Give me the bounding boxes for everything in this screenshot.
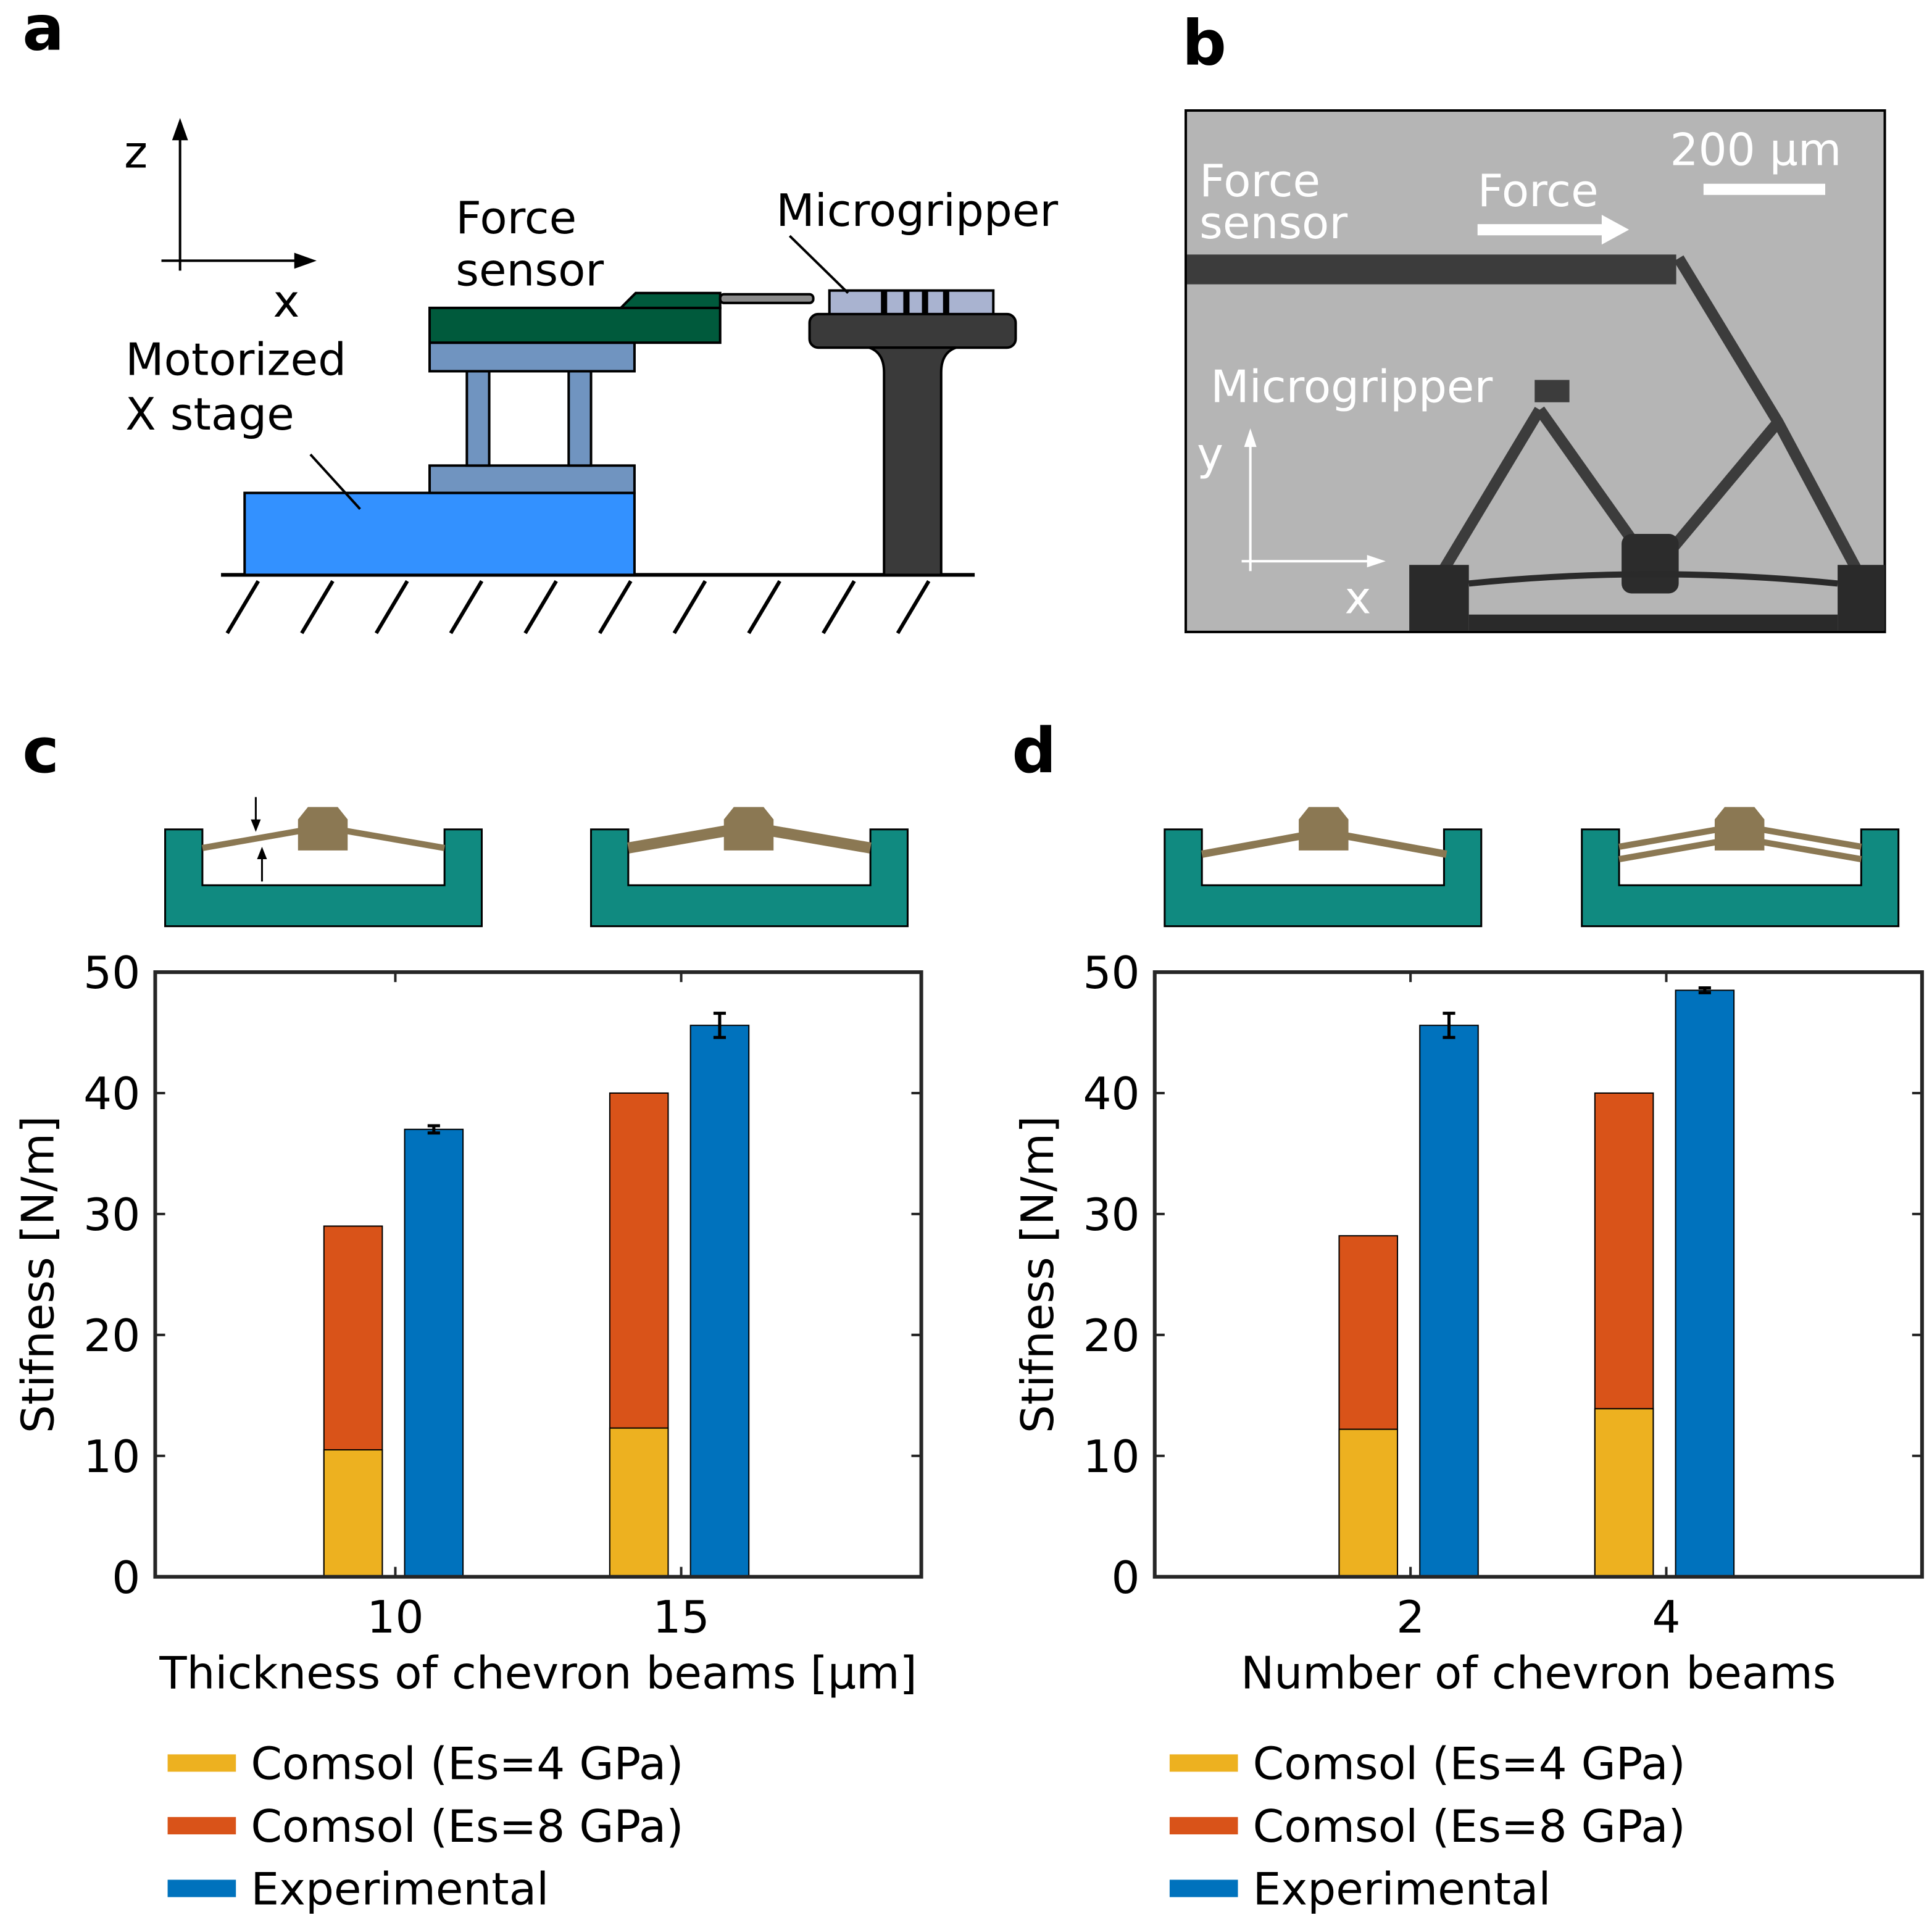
x-axis-label: Thickness of chevron beams [µm] — [159, 1648, 917, 1700]
legend-label: Comsol (Es=4 GPa) — [251, 1739, 683, 1791]
bar — [1419, 1025, 1479, 1578]
y-tick-label: 20 — [1083, 1310, 1139, 1362]
axis-label: z — [124, 127, 148, 179]
y-tick-label: 40 — [83, 1068, 140, 1120]
label: X stage — [125, 389, 294, 441]
panel-label: a — [22, 0, 64, 64]
micrograph — [1185, 109, 1886, 633]
setup-schematic — [161, 118, 1017, 635]
bar — [323, 1449, 383, 1578]
x-tick-label: 4 — [1652, 1592, 1680, 1644]
axis-label: x — [273, 276, 300, 328]
x-tick-label: 2 — [1396, 1592, 1425, 1644]
y-tick-label: 20 — [83, 1310, 140, 1362]
legend-label: Comsol (Es=8 GPa) — [1253, 1801, 1686, 1853]
label: Microgripper — [1210, 362, 1493, 414]
bar — [689, 1025, 750, 1578]
y-tick-label: 10 — [83, 1431, 140, 1483]
axis-label: x — [1345, 573, 1372, 625]
legend-label: Comsol (Es=4 GPa) — [1253, 1739, 1686, 1791]
y-tick-label: 0 — [1112, 1552, 1140, 1604]
y-tick-label: 50 — [1083, 947, 1139, 999]
label: Force — [1478, 165, 1599, 217]
y-tick-label: 40 — [1083, 1068, 1139, 1120]
scale-bar-label: 200 µm — [1670, 125, 1842, 177]
y-tick-label: 50 — [83, 947, 140, 999]
error-bar — [713, 1012, 726, 1039]
panel-label: d — [1012, 715, 1056, 787]
legend-label: Experimental — [251, 1864, 549, 1914]
x-tick-label: 10 — [367, 1592, 423, 1644]
error-bar — [1698, 986, 1711, 994]
axis-label: y — [1197, 428, 1223, 480]
y-axis-label: Stifness [N/m] — [1012, 1116, 1064, 1433]
label: sensor — [1199, 198, 1347, 249]
bar — [1338, 1428, 1399, 1578]
label: sensor — [456, 245, 604, 297]
legend-label: Comsol (Es=8 GPa) — [251, 1801, 683, 1853]
label: Force — [456, 193, 577, 244]
plot-frame — [1152, 970, 1924, 1579]
panel-label: c — [22, 715, 59, 787]
label: Microgripper — [776, 185, 1058, 237]
y-tick-label: 30 — [83, 1189, 140, 1241]
x-axis-label: Number of chevron beams — [1241, 1648, 1836, 1700]
plot-frame — [153, 970, 923, 1579]
label: Motorized — [125, 334, 346, 386]
y-axis-label: Stifness [N/m] — [13, 1116, 65, 1433]
bar — [1594, 1408, 1654, 1578]
beam-schematic — [1581, 807, 1900, 928]
bar — [609, 1427, 669, 1578]
beam-schematic — [164, 797, 483, 928]
error-bar — [427, 1124, 440, 1135]
y-tick-label: 10 — [1083, 1431, 1139, 1483]
beam-schematic — [1164, 807, 1483, 928]
legend-label: Experimental — [1253, 1864, 1551, 1914]
label: Force — [1199, 156, 1320, 207]
bar — [404, 1128, 464, 1578]
panel-label: b — [1182, 7, 1226, 80]
error-bar — [1443, 1012, 1455, 1039]
bar — [1675, 989, 1735, 1578]
y-tick-label: 0 — [112, 1552, 140, 1604]
beam-schematic — [590, 807, 909, 928]
y-tick-label: 30 — [1083, 1189, 1139, 1241]
x-tick-label: 15 — [653, 1592, 710, 1644]
